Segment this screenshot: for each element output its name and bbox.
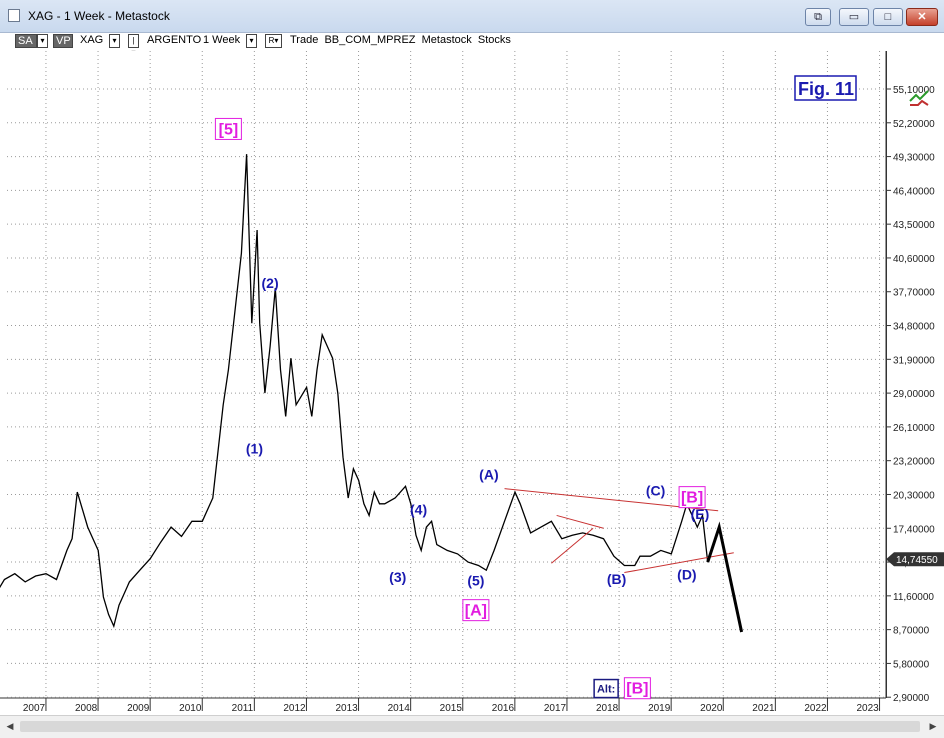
x-tick-label: 2021 — [752, 703, 775, 714]
y-tick-label: 8,70000 — [893, 626, 930, 637]
restore-alt-button[interactable]: ⧉ — [805, 8, 831, 26]
chart-grid — [0, 51, 887, 699]
period-toggle-icon[interactable]: |▾ — [128, 34, 139, 57]
y-tick-label: 11,60000 — [893, 592, 934, 603]
price-series-line — [0, 154, 709, 629]
scrollbar-thumb[interactable] — [20, 721, 920, 732]
x-tick-label: 2017 — [544, 703, 567, 714]
app-icon — [8, 9, 20, 22]
wave-label: (D) — [677, 567, 696, 583]
x-tick-label: 2007 — [23, 703, 46, 714]
wave-label: (2) — [262, 275, 279, 291]
y-tick-label: 20,30000 — [893, 490, 935, 501]
y-tick-label: 43,50000 — [893, 220, 935, 231]
scroll-right-icon[interactable]: ▶ — [929, 721, 937, 731]
last-value-label: 14,74550 — [896, 555, 938, 566]
wave-annotations: [5](2)(1)(4)(3) (5)[A](A)(B)(C) [B](E)(D)A… — [214, 117, 710, 700]
x-tick-label: 2011 — [232, 703, 254, 714]
sa-button[interactable]: SA — [15, 34, 37, 48]
trend-line — [624, 552, 734, 574]
wave-label: (C) — [646, 483, 665, 499]
y-axis-ticks: 55,10000 52,20000 49,30000 46,40000 43,50000… — [886, 85, 935, 704]
x-tick-label: 2018 — [596, 703, 619, 714]
wave-label: (4) — [410, 501, 427, 517]
close-button[interactable]: ✕ — [906, 8, 938, 26]
y-tick-label: 5,80000 — [893, 659, 930, 670]
vp-button[interactable]: VP — [53, 34, 73, 48]
alt-label: Alt: — [597, 684, 615, 696]
maximize-button[interactable]: □ — [873, 8, 903, 26]
x-tick-label: 2012 — [283, 703, 306, 714]
x-tick-label: 2009 — [127, 703, 150, 714]
y-tick-label: 40,60000 — [893, 254, 935, 265]
x-axis-ticks: 2007 2008 2009 2010 2011 2012 2013 2014 2015 2016… — [23, 698, 881, 714]
price-chart[interactable]: 55,10000 52,20000 49,30000 46,40000 43,50000… — [0, 51, 944, 715]
r-label: R — [268, 36, 275, 45]
x-tick-label: 2008 — [75, 703, 98, 714]
x-tick-label: 2015 — [440, 703, 463, 714]
horizontal-scrollbar[interactable]: ◀ ▶ — [0, 715, 944, 738]
wave-label: (1) — [246, 441, 263, 457]
x-tick-label: 2020 — [700, 703, 723, 714]
y-tick-label: 37,70000 — [893, 288, 935, 299]
wave-label: (E) — [691, 506, 710, 522]
y-tick-label: 34,80000 — [893, 322, 935, 333]
period-label: 1 Week — [203, 34, 241, 46]
chart-title: Fig. 11 — [798, 79, 854, 99]
chart-tools-icon[interactable] — [909, 90, 929, 106]
sa-dropdown-chevron-icon[interactable]: ▾ — [37, 34, 48, 48]
y-tick-label: 49,30000 — [893, 153, 935, 164]
y-tick-label: 55,10000 — [893, 85, 935, 96]
fig-title-box: Fig. 11 — [794, 75, 857, 101]
x-tick-label: 2022 — [804, 703, 827, 714]
window-titlebar: XAG - 1 Week - Metastock ⧉ ▭ □ ✕ — [0, 0, 944, 33]
major-wave-label: [A] — [465, 603, 487, 620]
scroll-left-icon[interactable]: ◀ — [6, 721, 14, 731]
price-axis[interactable] — [886, 51, 944, 698]
x-tick-label: 2010 — [179, 703, 202, 714]
toolbar-info-text: Trade BB_COM_MPREZ Metastock Stocks — [290, 34, 511, 46]
y-tick-label: 26,10000 — [893, 423, 935, 434]
major-wave-label: [B] — [626, 681, 648, 698]
x-tick-label: 2013 — [335, 703, 358, 714]
symbol-label: XAG — [80, 34, 104, 46]
wave-label: (B) — [607, 571, 626, 587]
y-tick-label: 29,00000 — [893, 389, 935, 400]
x-tick-label: 2014 — [388, 703, 411, 714]
y-tick-label: 31,90000 — [893, 355, 935, 366]
y-tick-label: 17,40000 — [893, 524, 935, 535]
minimize-button[interactable]: ▭ — [839, 8, 869, 26]
projection-line — [706, 521, 744, 633]
y-tick-label: 52,20000 — [893, 119, 935, 130]
chart-lines — [0, 154, 744, 633]
symbol-dropdown-chevron-icon[interactable]: ▾ — [109, 34, 120, 48]
x-tick-label: 2023 — [856, 703, 879, 714]
r-dropdown-button[interactable]: R▾ — [265, 34, 282, 48]
wave-label: (A) — [479, 466, 498, 482]
trend-line — [551, 527, 594, 564]
chart-toolbar — [0, 33, 944, 51]
last-value-marker: 14,74550 — [886, 552, 944, 567]
symbol-name: ARGENTO — [147, 34, 202, 46]
y-tick-label: 23,20000 — [893, 457, 935, 468]
major-wave-label: [B] — [681, 490, 703, 507]
period-dropdown-chevron-icon[interactable]: ▾ — [246, 34, 257, 48]
y-tick-label: 2,90000 — [893, 693, 930, 704]
x-tick-label: 2019 — [648, 703, 671, 714]
wave-label: (5) — [467, 572, 484, 588]
x-tick-label: 2016 — [492, 703, 515, 714]
window-title: XAG - 1 Week - Metastock — [28, 9, 170, 23]
major-wave-label: [5] — [219, 121, 239, 138]
wave-label: (3) — [389, 569, 406, 585]
y-tick-label: 46,40000 — [893, 186, 935, 197]
trend-line — [556, 514, 604, 529]
